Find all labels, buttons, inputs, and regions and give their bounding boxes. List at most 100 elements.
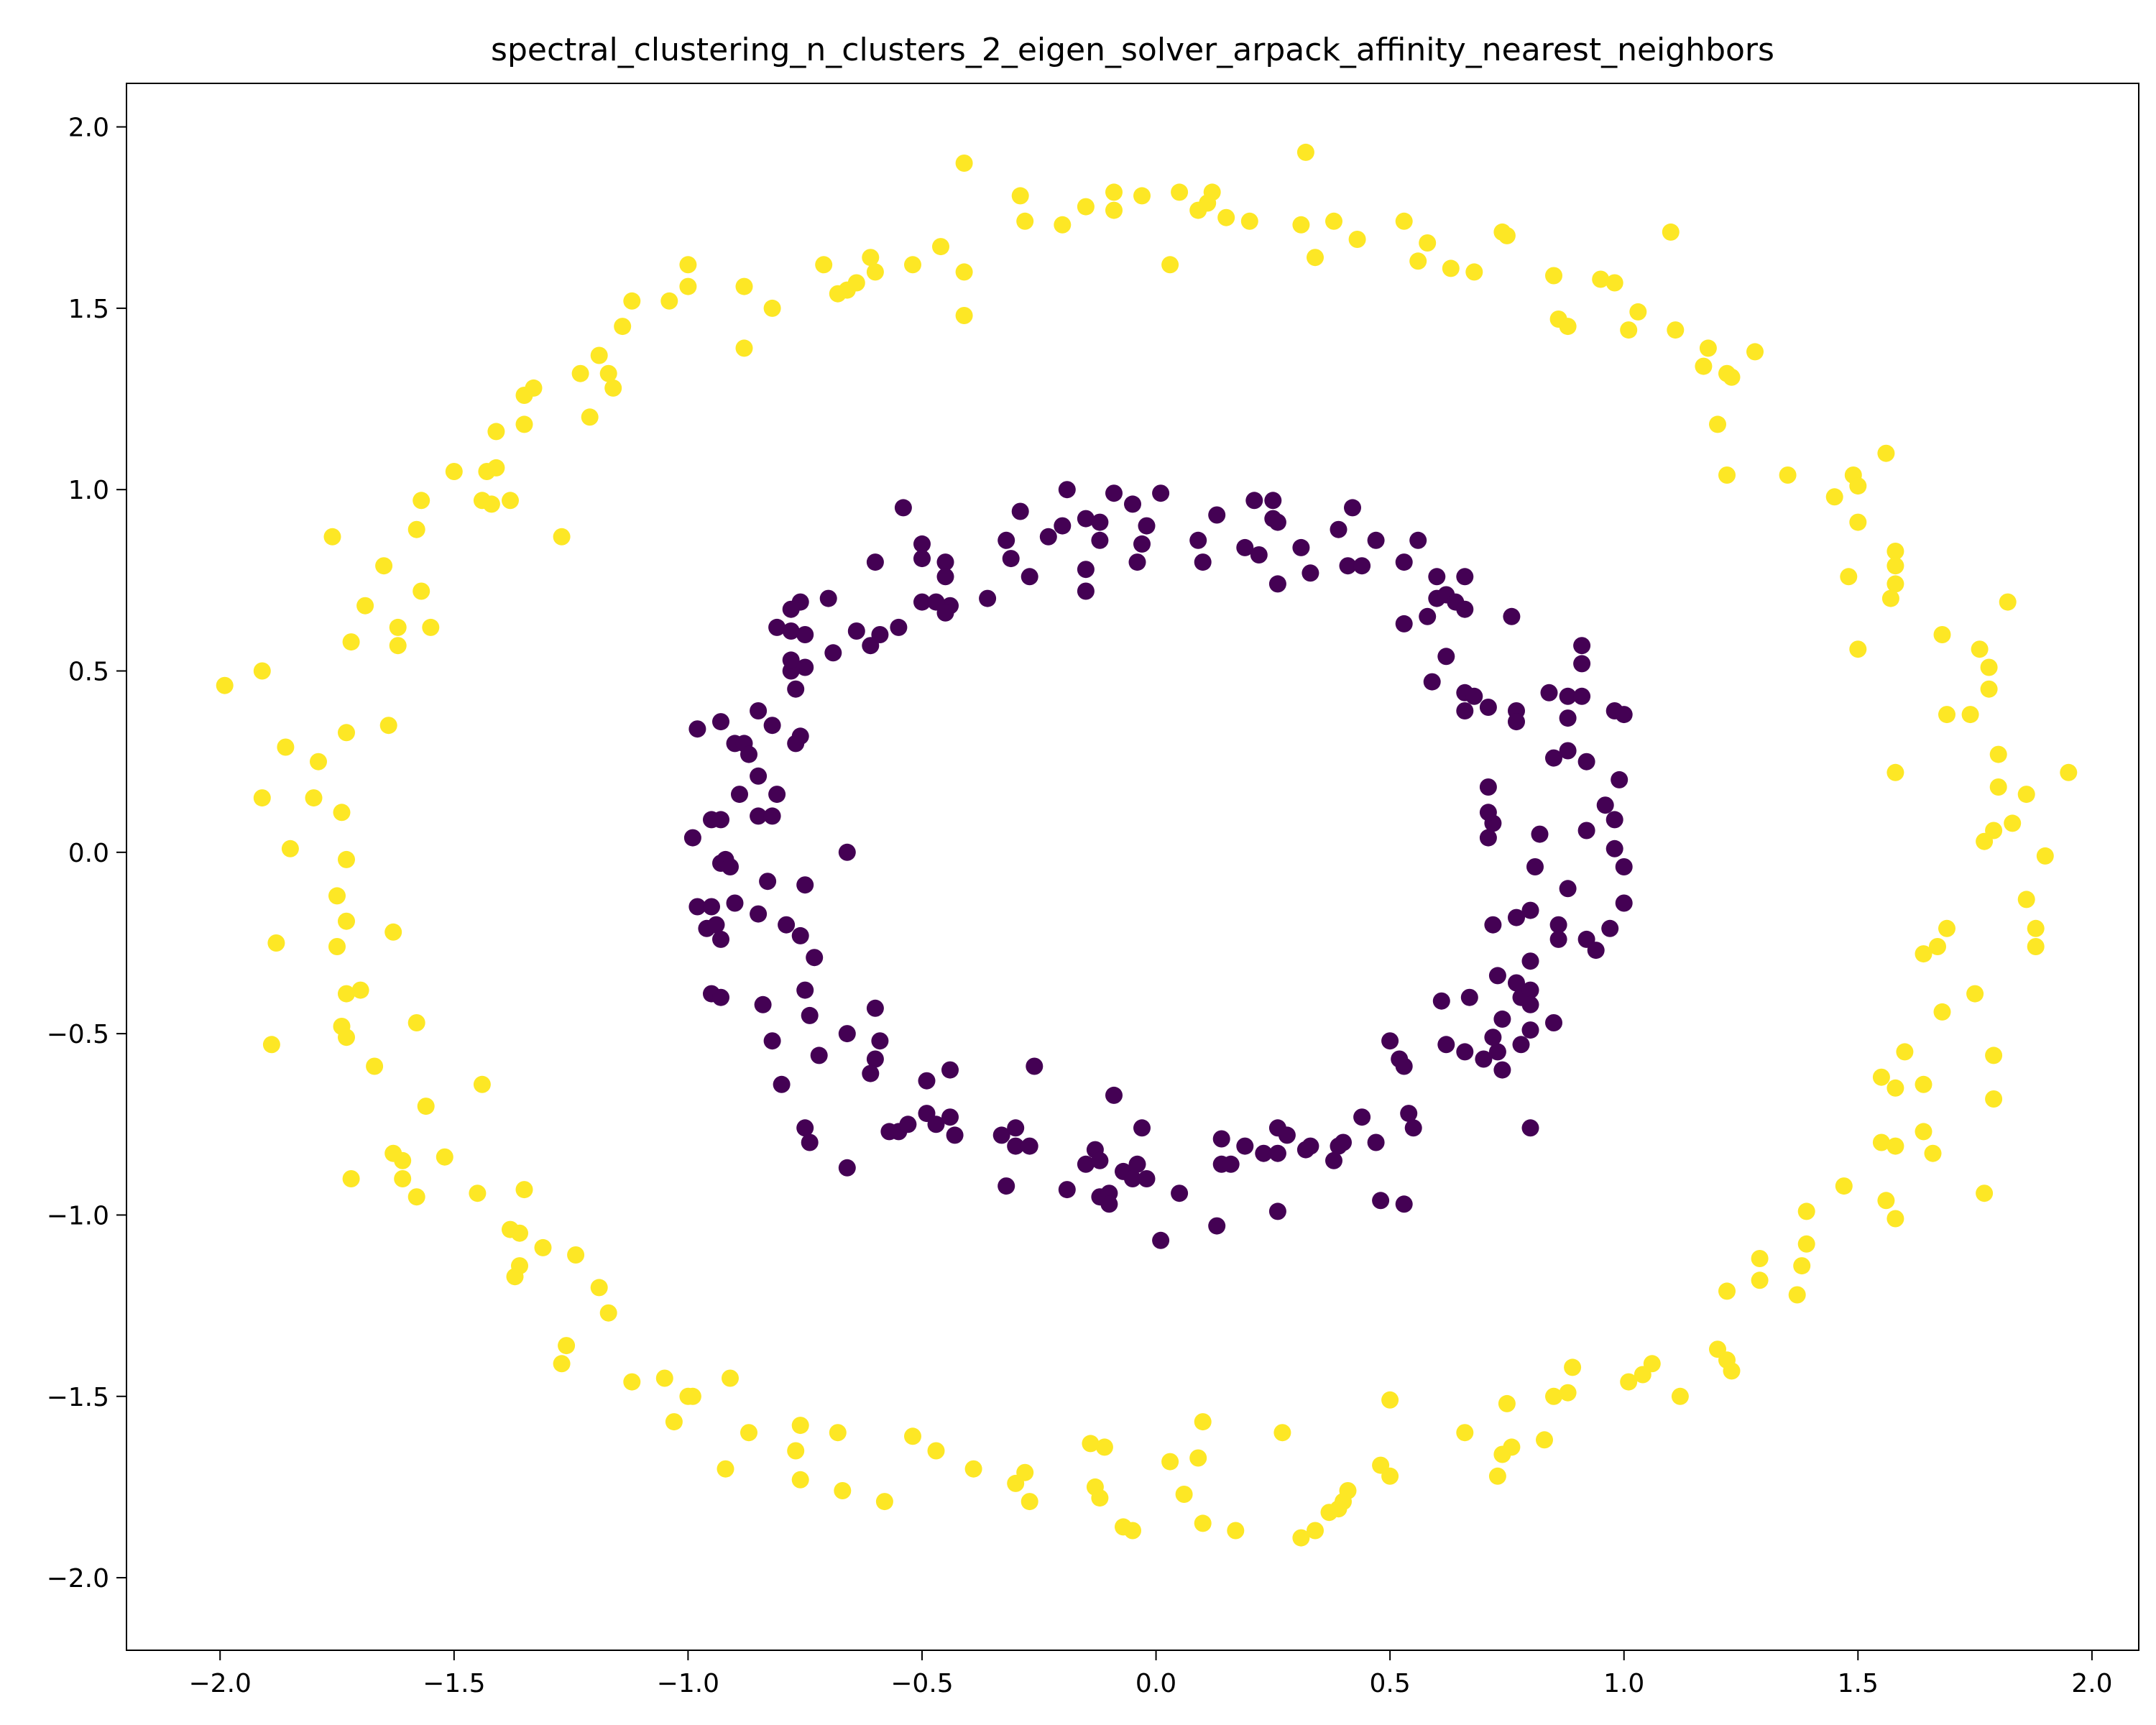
data-point — [487, 423, 505, 441]
data-point — [502, 492, 519, 510]
data-point — [407, 1014, 425, 1031]
data-point — [791, 1417, 809, 1435]
data-point — [1596, 796, 1614, 814]
data-point — [1479, 778, 1497, 796]
data-point — [655, 1369, 673, 1387]
data-point — [1217, 208, 1235, 226]
data-point — [534, 1238, 552, 1256]
data-point — [1152, 1231, 1170, 1249]
data-point — [1026, 1057, 1044, 1075]
data-point — [1367, 531, 1385, 549]
data-point — [1573, 655, 1591, 673]
data-point — [436, 1148, 453, 1166]
data-point — [1273, 1424, 1291, 1442]
data-point — [571, 364, 589, 382]
x-tick-label: −2.0 — [189, 1669, 252, 1698]
data-point — [590, 1279, 608, 1297]
data-point — [1325, 212, 1342, 230]
data-point — [1498, 226, 1516, 244]
data-point — [1620, 321, 1638, 339]
data-point — [1488, 1467, 1506, 1485]
y-tick-label: 1.5 — [68, 295, 109, 324]
x-tick-label: −1.5 — [423, 1669, 485, 1698]
points-layer — [216, 143, 2078, 1547]
data-point — [1124, 1170, 1141, 1187]
data-point — [847, 274, 865, 292]
data-point — [1521, 995, 1539, 1013]
data-point — [328, 938, 346, 955]
data-point — [482, 495, 500, 513]
data-point — [1915, 1075, 1932, 1093]
data-point — [1054, 216, 1072, 234]
data-point — [1797, 1235, 1815, 1253]
data-point — [1498, 1394, 1516, 1412]
data-point — [1222, 1155, 1240, 1173]
data-point — [806, 949, 824, 967]
data-point — [875, 1493, 893, 1511]
data-point — [665, 1413, 683, 1431]
data-point — [1335, 1133, 1352, 1151]
data-point — [927, 1116, 945, 1133]
data-point — [1367, 1133, 1385, 1151]
data-point — [763, 1032, 781, 1050]
data-point — [1573, 637, 1591, 655]
data-point — [1540, 684, 1558, 702]
data-point — [1344, 499, 1361, 517]
data-point — [750, 767, 768, 785]
data-point — [1723, 1362, 1741, 1380]
data-point — [712, 713, 729, 731]
data-point — [763, 717, 781, 735]
data-point — [1250, 546, 1268, 564]
data-point — [829, 1424, 847, 1442]
data-point — [1493, 1010, 1511, 1028]
y-tick-label: −1.0 — [47, 1201, 109, 1230]
data-point — [1493, 1061, 1511, 1079]
data-point — [1592, 270, 1610, 288]
data-point — [1115, 1518, 1132, 1536]
data-point — [1559, 1384, 1577, 1402]
data-point — [1255, 1144, 1273, 1162]
data-point — [754, 995, 772, 1013]
data-point — [1488, 967, 1506, 985]
data-point — [679, 1387, 697, 1405]
data-point — [1381, 1032, 1399, 1050]
y-tick-label: −0.5 — [47, 1020, 109, 1049]
data-point — [763, 807, 781, 825]
data-point — [2060, 763, 2078, 781]
data-point — [904, 1427, 921, 1445]
axes-frame — [126, 83, 2139, 1651]
data-point — [515, 415, 533, 433]
data-point — [1938, 919, 1955, 937]
data-point — [1877, 444, 1895, 462]
data-point — [1058, 1181, 1076, 1199]
data-point — [722, 1369, 739, 1387]
data-point — [1521, 981, 1539, 999]
data-point — [1634, 1366, 1651, 1384]
data-point — [1615, 858, 1633, 875]
data-point — [333, 804, 351, 822]
data-point — [1395, 615, 1413, 632]
data-point — [1325, 1151, 1342, 1169]
data-point — [778, 916, 796, 934]
data-point — [679, 277, 697, 295]
data-point — [1886, 543, 1904, 560]
data-point — [1456, 702, 1474, 719]
data-point — [1339, 557, 1357, 575]
data-point — [1751, 1271, 1769, 1289]
data-point — [1082, 1435, 1100, 1453]
data-point — [1236, 1137, 1254, 1155]
data-point — [679, 256, 697, 274]
data-point — [782, 622, 800, 640]
data-point — [1521, 1119, 1539, 1137]
data-point — [1751, 1250, 1769, 1267]
data-point — [801, 1006, 819, 1024]
data-point — [1465, 687, 1483, 705]
data-point — [1456, 1043, 1474, 1061]
data-point — [558, 1337, 576, 1355]
data-point — [338, 912, 355, 930]
data-point — [979, 589, 997, 607]
data-point — [834, 1482, 852, 1499]
data-point — [1493, 1445, 1511, 1463]
data-point — [866, 263, 884, 281]
